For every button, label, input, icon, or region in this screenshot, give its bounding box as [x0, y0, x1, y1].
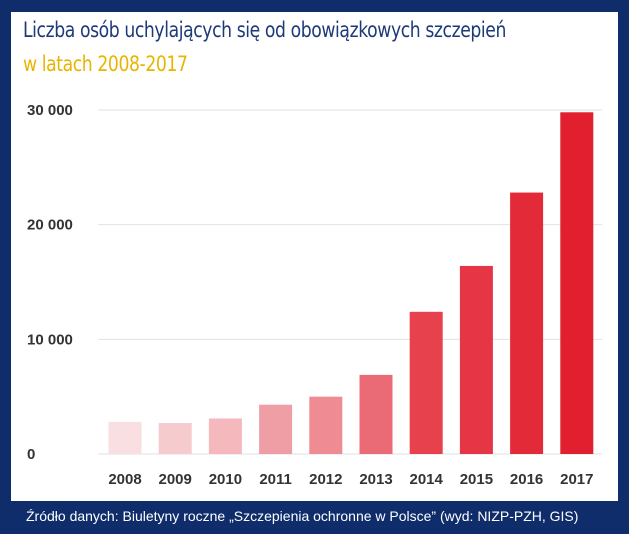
bar-2009 — [158, 423, 192, 454]
y-tick-label: 20 000 — [27, 217, 73, 234]
y-tick-label: 0 — [27, 446, 35, 463]
y-tick-label: 30 000 — [27, 102, 73, 119]
x-tick-label: 2017 — [560, 471, 593, 488]
bar-2013 — [359, 374, 393, 454]
x-tick-label: 2013 — [359, 471, 392, 488]
bar-2016 — [510, 192, 544, 454]
x-tick-label: 2010 — [209, 471, 242, 488]
data-source-footer: Źródło danych: Biuletyny roczne „Szczepi… — [26, 508, 579, 524]
chart-title: Liczba osób uchylających się od obowiązk… — [23, 18, 507, 42]
x-tick-label: 2009 — [159, 471, 192, 488]
bar-2012 — [309, 396, 343, 454]
x-tick-label: 2008 — [108, 471, 141, 488]
bar-2014 — [409, 311, 443, 454]
bar-2010 — [208, 418, 242, 454]
x-tick-label: 2014 — [410, 471, 444, 488]
y-tick-label: 10 000 — [27, 331, 73, 348]
x-tick-label: 2015 — [460, 471, 493, 488]
x-tick-label: 2011 — [259, 471, 292, 488]
chart-subtitle: w latach 2008-2017 — [23, 52, 188, 76]
bar-2011 — [259, 404, 293, 454]
bar-2015 — [459, 265, 493, 454]
bar-2008 — [108, 421, 142, 454]
x-tick-label: 2016 — [510, 471, 543, 488]
bar-2017 — [560, 112, 594, 454]
x-tick-label: 2012 — [309, 471, 342, 488]
